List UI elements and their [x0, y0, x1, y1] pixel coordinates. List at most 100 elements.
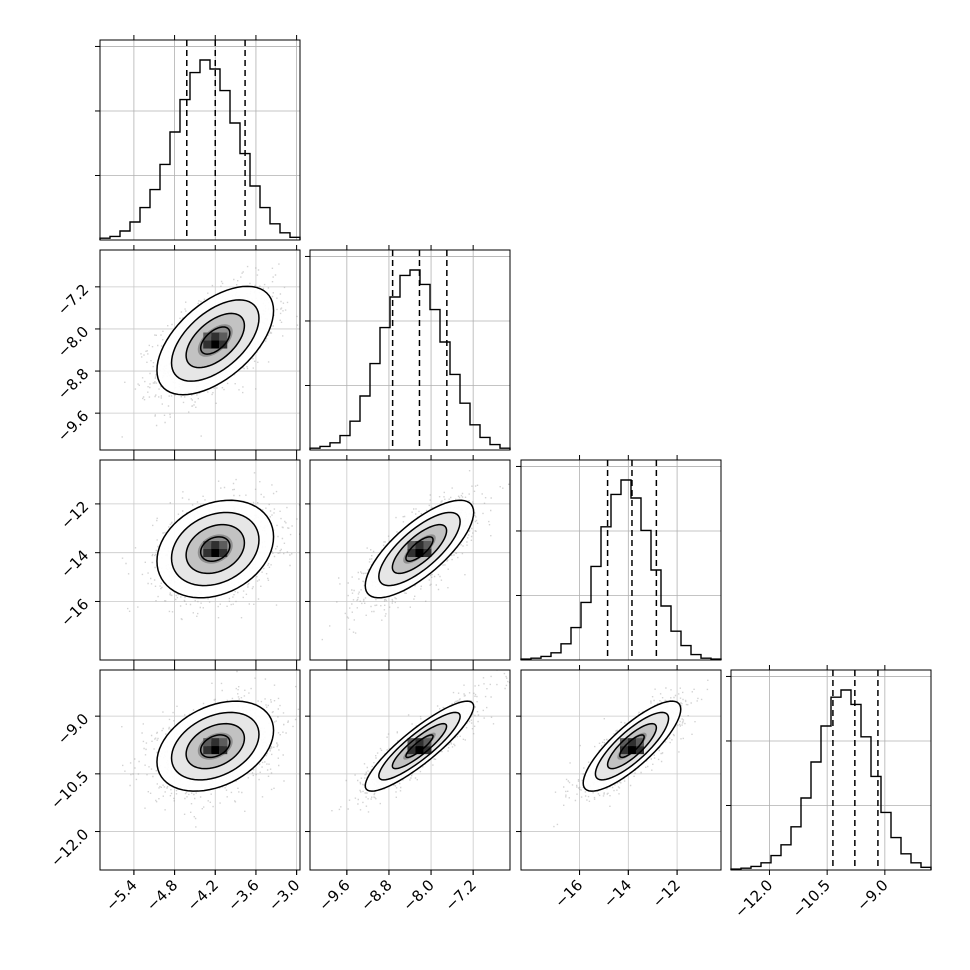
density-bin [203, 549, 212, 558]
histogram-panel-3 [726, 665, 932, 871]
density-contour [199, 326, 231, 355]
density-bin [219, 549, 228, 558]
density-bin [203, 738, 212, 747]
panel-frame [520, 459, 722, 661]
x-tick-label: −4.8 [143, 876, 181, 914]
y-tick-label: −12.0 [47, 825, 92, 870]
panel-frame [99, 249, 301, 451]
scatter-panel-1-3 [305, 665, 511, 875]
density-contour [391, 523, 448, 575]
density-bin [619, 746, 628, 755]
histogram-step [730, 689, 932, 870]
panel-frame [730, 669, 932, 871]
panel-frame [309, 669, 511, 871]
density-contour [156, 285, 275, 396]
panel-content [100, 670, 300, 870]
y-tick-label: −7.2 [54, 280, 92, 318]
density-contour [170, 299, 260, 382]
y-tick-label: −8.8 [54, 365, 92, 403]
density-contour [199, 734, 231, 759]
x-tick-label: −14 [600, 876, 635, 911]
density-bin [219, 541, 228, 550]
density-bin [415, 746, 424, 755]
density-contour [405, 536, 434, 562]
histogram-step [520, 479, 722, 660]
density-contour [185, 523, 246, 575]
panel-background [310, 250, 510, 450]
panel-frame [309, 249, 511, 451]
panel-frame [520, 669, 722, 871]
density-contour [364, 499, 475, 599]
x-tick-label: −8.8 [357, 876, 395, 914]
y-tick-label: −8.0 [54, 323, 92, 361]
density-bin [423, 549, 432, 558]
y-tick-label: −9.0 [54, 710, 92, 748]
density-bin [219, 738, 228, 747]
x-tick-label: −16 [551, 876, 586, 911]
density-bin [635, 738, 644, 747]
panel-content [100, 250, 300, 450]
density-contour [405, 734, 434, 759]
density-bin [211, 746, 220, 755]
scatter-panel-1-2 [305, 455, 511, 665]
panel-background [100, 40, 300, 240]
density-contour [606, 722, 658, 770]
x-tick-label: −9.0 [853, 876, 891, 914]
density-bin [627, 746, 636, 755]
density-bin [415, 541, 424, 550]
density-bin [415, 549, 424, 558]
scatter-panel-0-1: −9.6 −8.8 −8.0 −7.2 [54, 245, 301, 455]
panel-frame [309, 459, 511, 661]
density-bin [203, 340, 212, 349]
density-bin [627, 738, 636, 747]
scatter-panel-0-3: −12.0 −10.5 −9.0 [47, 665, 301, 875]
x-tick-label: −12.0 [731, 876, 776, 921]
density-bin [219, 332, 228, 341]
y-tick-label: −16 [57, 595, 92, 630]
y-tick-label: −14 [57, 546, 92, 581]
density-bin [407, 746, 416, 755]
x-tick-label: −7.2 [441, 876, 479, 914]
histogram-step [309, 269, 511, 450]
density-contour [156, 499, 275, 599]
density-contour [185, 312, 246, 369]
density-bin [423, 738, 432, 747]
histogram-panel-0 [95, 35, 301, 241]
histogram-panel-1 [305, 245, 511, 451]
density-contour [594, 711, 670, 781]
panel-content [310, 670, 510, 870]
scatter-panel-0-2: −16 −14 −12 [57, 455, 301, 665]
density-bin [211, 738, 220, 747]
x-tick-label: −5.4 [102, 876, 140, 914]
x-tick-label: −9.6 [315, 876, 353, 914]
panel-frame [99, 39, 301, 241]
density-bin [203, 332, 212, 341]
density-bin [203, 541, 212, 550]
x-tick-label: −4.2 [184, 876, 222, 914]
density-bin [203, 746, 212, 755]
density-contour [582, 700, 682, 792]
panel-content [310, 460, 510, 660]
density-bin [211, 332, 220, 341]
panel-content [100, 460, 300, 660]
density-bin [619, 738, 628, 747]
density-contour [619, 734, 645, 759]
x-tick-label: −8.0 [399, 876, 437, 914]
x-tick-label: −10.5 [789, 876, 834, 921]
scatter-panel-2-3 [516, 665, 722, 875]
density-bin [407, 549, 416, 558]
density-bin [415, 738, 424, 747]
density-bin [219, 340, 228, 349]
density-contour [156, 700, 275, 792]
density-bin [423, 541, 432, 550]
x-tick-label: −12 [649, 876, 684, 911]
density-bin [211, 340, 220, 349]
density-bin [635, 746, 644, 755]
panel-frame [99, 669, 301, 871]
histogram-step [99, 59, 301, 240]
y-tick-label: −9.6 [54, 407, 92, 445]
y-tick-label: −10.5 [47, 767, 92, 812]
density-bin [211, 541, 220, 550]
density-contour [391, 722, 448, 770]
